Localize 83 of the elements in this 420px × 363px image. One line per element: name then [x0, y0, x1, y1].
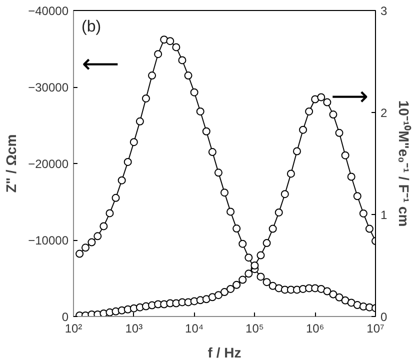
y-tick-label: −30000	[28, 80, 69, 94]
point	[184, 72, 192, 80]
x-tick-label: 10⁵	[246, 322, 264, 336]
x-tick-label: 10³	[125, 322, 143, 336]
point	[256, 251, 265, 260]
point	[166, 37, 174, 46]
y-tick-label: −20000	[28, 157, 69, 171]
point	[226, 208, 235, 216]
point	[232, 280, 241, 289]
y2-tick-label: 3	[380, 4, 388, 18]
point	[112, 194, 120, 202]
x-tick-label: 10⁶	[306, 322, 324, 336]
point	[202, 127, 210, 136]
point	[94, 232, 102, 240]
point	[220, 188, 228, 197]
point	[268, 224, 277, 233]
point	[214, 168, 222, 177]
point	[232, 224, 241, 233]
point	[238, 276, 247, 284]
point	[280, 190, 289, 198]
point	[305, 107, 314, 116]
y2-tick-label: 1	[380, 208, 388, 222]
point	[359, 209, 368, 218]
y2-axis-title: 10⁻¹⁰M"e₀⁻¹ / F⁻¹ cm	[396, 100, 412, 227]
point	[262, 278, 271, 286]
point	[244, 254, 253, 262]
y-tick-label: 0	[62, 310, 69, 324]
point	[178, 56, 186, 64]
point	[286, 170, 295, 178]
point	[148, 72, 156, 80]
point	[82, 244, 90, 252]
point	[130, 138, 138, 146]
point	[365, 224, 374, 233]
point	[250, 262, 259, 270]
point	[142, 94, 150, 102]
x-tick-label: 10⁷	[366, 322, 384, 336]
y-axis-title: Z" / Ωcm	[3, 134, 20, 193]
point	[106, 209, 114, 218]
annotation: (b)	[82, 18, 102, 36]
point	[341, 296, 350, 304]
point	[196, 107, 204, 116]
point	[124, 158, 132, 166]
annotation: ⟵	[82, 50, 120, 80]
point	[172, 43, 180, 52]
point	[244, 270, 253, 278]
point	[299, 126, 308, 134]
point	[335, 128, 344, 137]
point	[88, 238, 96, 246]
point	[208, 148, 216, 156]
point	[323, 287, 332, 296]
point	[292, 147, 301, 156]
point	[317, 284, 326, 293]
point	[268, 282, 277, 290]
point	[341, 151, 350, 160]
point	[136, 117, 144, 126]
y-tick-label: −40000	[28, 4, 69, 18]
x-tick-label: 10⁴	[185, 322, 204, 336]
x-axis-title: f / Hz	[208, 344, 242, 360]
point	[335, 293, 344, 302]
point	[238, 240, 247, 248]
point	[220, 288, 228, 296]
y2-tick-label: 2	[380, 106, 388, 120]
point	[274, 208, 283, 216]
point	[226, 284, 235, 293]
y-tick-label: −10000	[28, 234, 69, 248]
point	[214, 291, 222, 300]
point	[329, 110, 338, 119]
point	[118, 176, 126, 184]
annotation: ⟶	[331, 82, 368, 112]
point	[100, 222, 108, 230]
point	[317, 93, 326, 102]
y2-tick-label: 0	[380, 310, 388, 324]
point	[353, 192, 362, 200]
point	[256, 272, 265, 281]
point	[202, 295, 210, 304]
point	[154, 50, 162, 58]
x-tick-label: 10²	[64, 322, 82, 336]
point	[262, 239, 271, 248]
point	[323, 98, 332, 106]
point	[329, 290, 338, 298]
point	[190, 88, 198, 96]
point	[76, 250, 84, 258]
point	[347, 172, 356, 181]
